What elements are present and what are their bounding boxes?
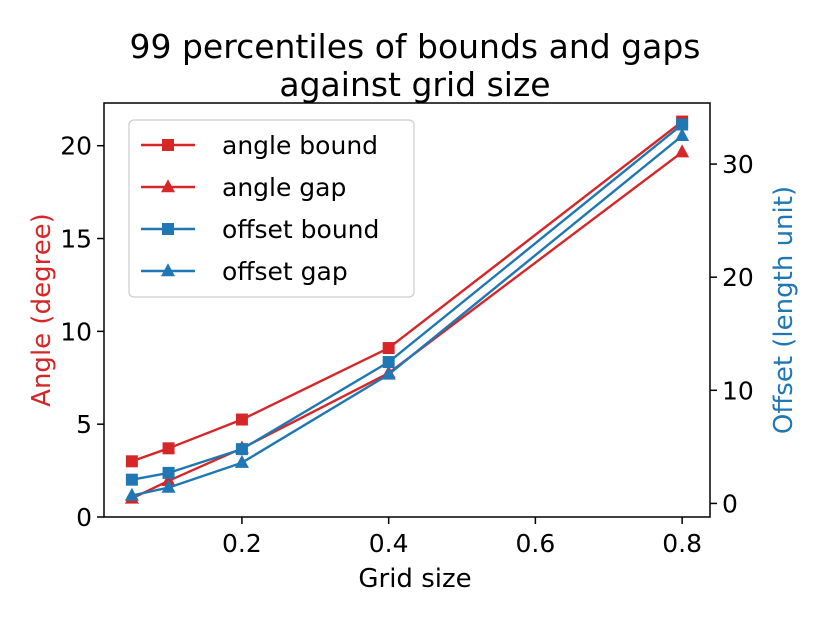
x-axis-label: Grid size	[358, 564, 471, 594]
legend-label: angle gap	[222, 173, 346, 202]
data-point	[162, 466, 175, 479]
axes-layer: 0.2 0.4 0.6 0.8 0 5 10 15 20 0 10 20 30	[60, 132, 754, 558]
legend-marker	[161, 263, 175, 277]
y-right-tick-label: 10	[722, 376, 754, 405]
data-point	[676, 118, 689, 131]
x-tick-label: 0.6	[516, 529, 556, 558]
y-right-axis-label: Offset (length unit)	[769, 186, 799, 434]
data-point	[381, 366, 396, 380]
legend-marker	[161, 179, 175, 193]
data-point	[675, 144, 690, 158]
chart-title-line-2: against grid size	[279, 65, 550, 104]
data-point	[235, 443, 248, 456]
legend-frame	[128, 119, 415, 298]
y-left-axis-label: Angle (degree)	[27, 213, 57, 407]
y-right-tick-label: 20	[722, 263, 754, 292]
legend-marker	[162, 223, 174, 235]
data-point	[675, 128, 690, 142]
legend: angle bound angle gap offset bound offset g…	[128, 119, 415, 298]
data-point	[124, 487, 139, 501]
y-left-tick-label: 5	[76, 410, 92, 439]
y-left-tick-label: 10	[60, 317, 92, 346]
data-point	[162, 442, 175, 455]
data-point	[125, 473, 138, 486]
data-point	[161, 472, 176, 486]
chart-title-line-1: 99 percentiles of bounds and gaps	[130, 27, 701, 66]
data-point	[161, 479, 176, 493]
legend-label: offset bound	[222, 215, 379, 244]
series-offset-gap	[124, 128, 690, 501]
legend-label: angle bound	[222, 131, 378, 160]
data-point	[234, 454, 249, 468]
data-point	[382, 342, 395, 355]
chart-title: 99 percentiles of bounds and gaps agains…	[130, 27, 701, 104]
x-tick-label: 0.4	[369, 529, 409, 558]
x-tick-label: 0.8	[662, 529, 702, 558]
data-point	[235, 413, 248, 426]
y-right-tick-label: 30	[722, 150, 754, 179]
data-point	[125, 455, 138, 468]
x-tick-label: 0.2	[222, 529, 262, 558]
y-right-tick-label: 0	[722, 489, 738, 518]
series-offset-bound	[125, 118, 689, 486]
data-point	[382, 356, 395, 369]
y-left-tick-label: 20	[60, 132, 92, 161]
legend-label: offset gap	[222, 257, 348, 286]
plot-frame	[103, 102, 711, 518]
series-layer	[124, 115, 690, 504]
y-left-tick-label: 15	[60, 225, 92, 254]
y-left-tick-label: 0	[76, 503, 92, 532]
legend-marker	[162, 139, 174, 151]
